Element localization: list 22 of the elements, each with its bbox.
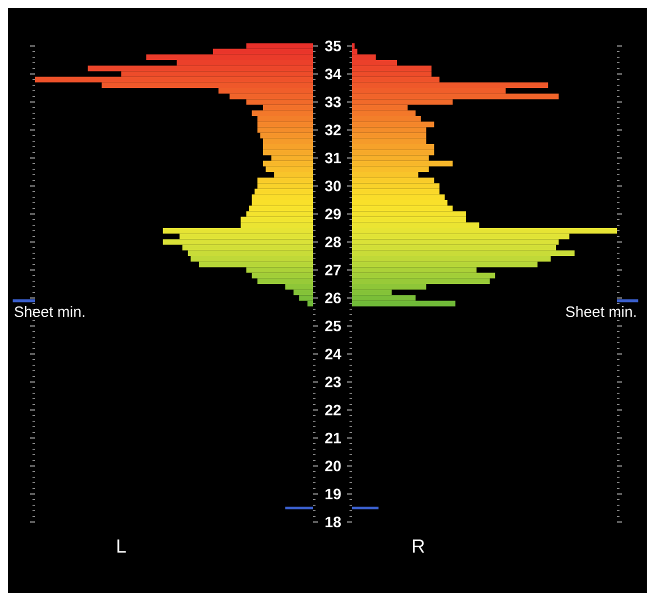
y-tick-label: 19 <box>326 488 341 500</box>
y-tick-label: 25 <box>325 320 341 332</box>
x-axis-title: L <box>117 540 126 553</box>
y-tick-label: 29 <box>325 208 341 220</box>
y-tick-label: 33 <box>325 96 341 108</box>
y-tick-label: 20 <box>325 460 341 472</box>
y-tick-label: 22 <box>325 404 341 416</box>
ref-line-label: Sheet min. <box>14 306 84 317</box>
y-tick-label: 34 <box>325 68 342 80</box>
y-tick-label: 24 <box>325 348 342 360</box>
y-tick-label: 23 <box>325 376 341 388</box>
y-tick-label: 35 <box>325 40 341 52</box>
y-tick-label: 26 <box>325 292 341 304</box>
y-tick-label: 32 <box>325 124 341 136</box>
x-axis-title: R <box>412 540 424 553</box>
y-tick-label: 18 <box>326 516 341 528</box>
ref-line-label: Sheet min. <box>566 306 636 317</box>
y-tick-label: 21 <box>325 432 341 444</box>
y-tick-label: 30 <box>325 180 341 192</box>
y-tick-label: 31 <box>325 152 341 164</box>
y-tick-label: 27 <box>325 264 341 276</box>
y-tick-label: 28 <box>325 236 341 248</box>
